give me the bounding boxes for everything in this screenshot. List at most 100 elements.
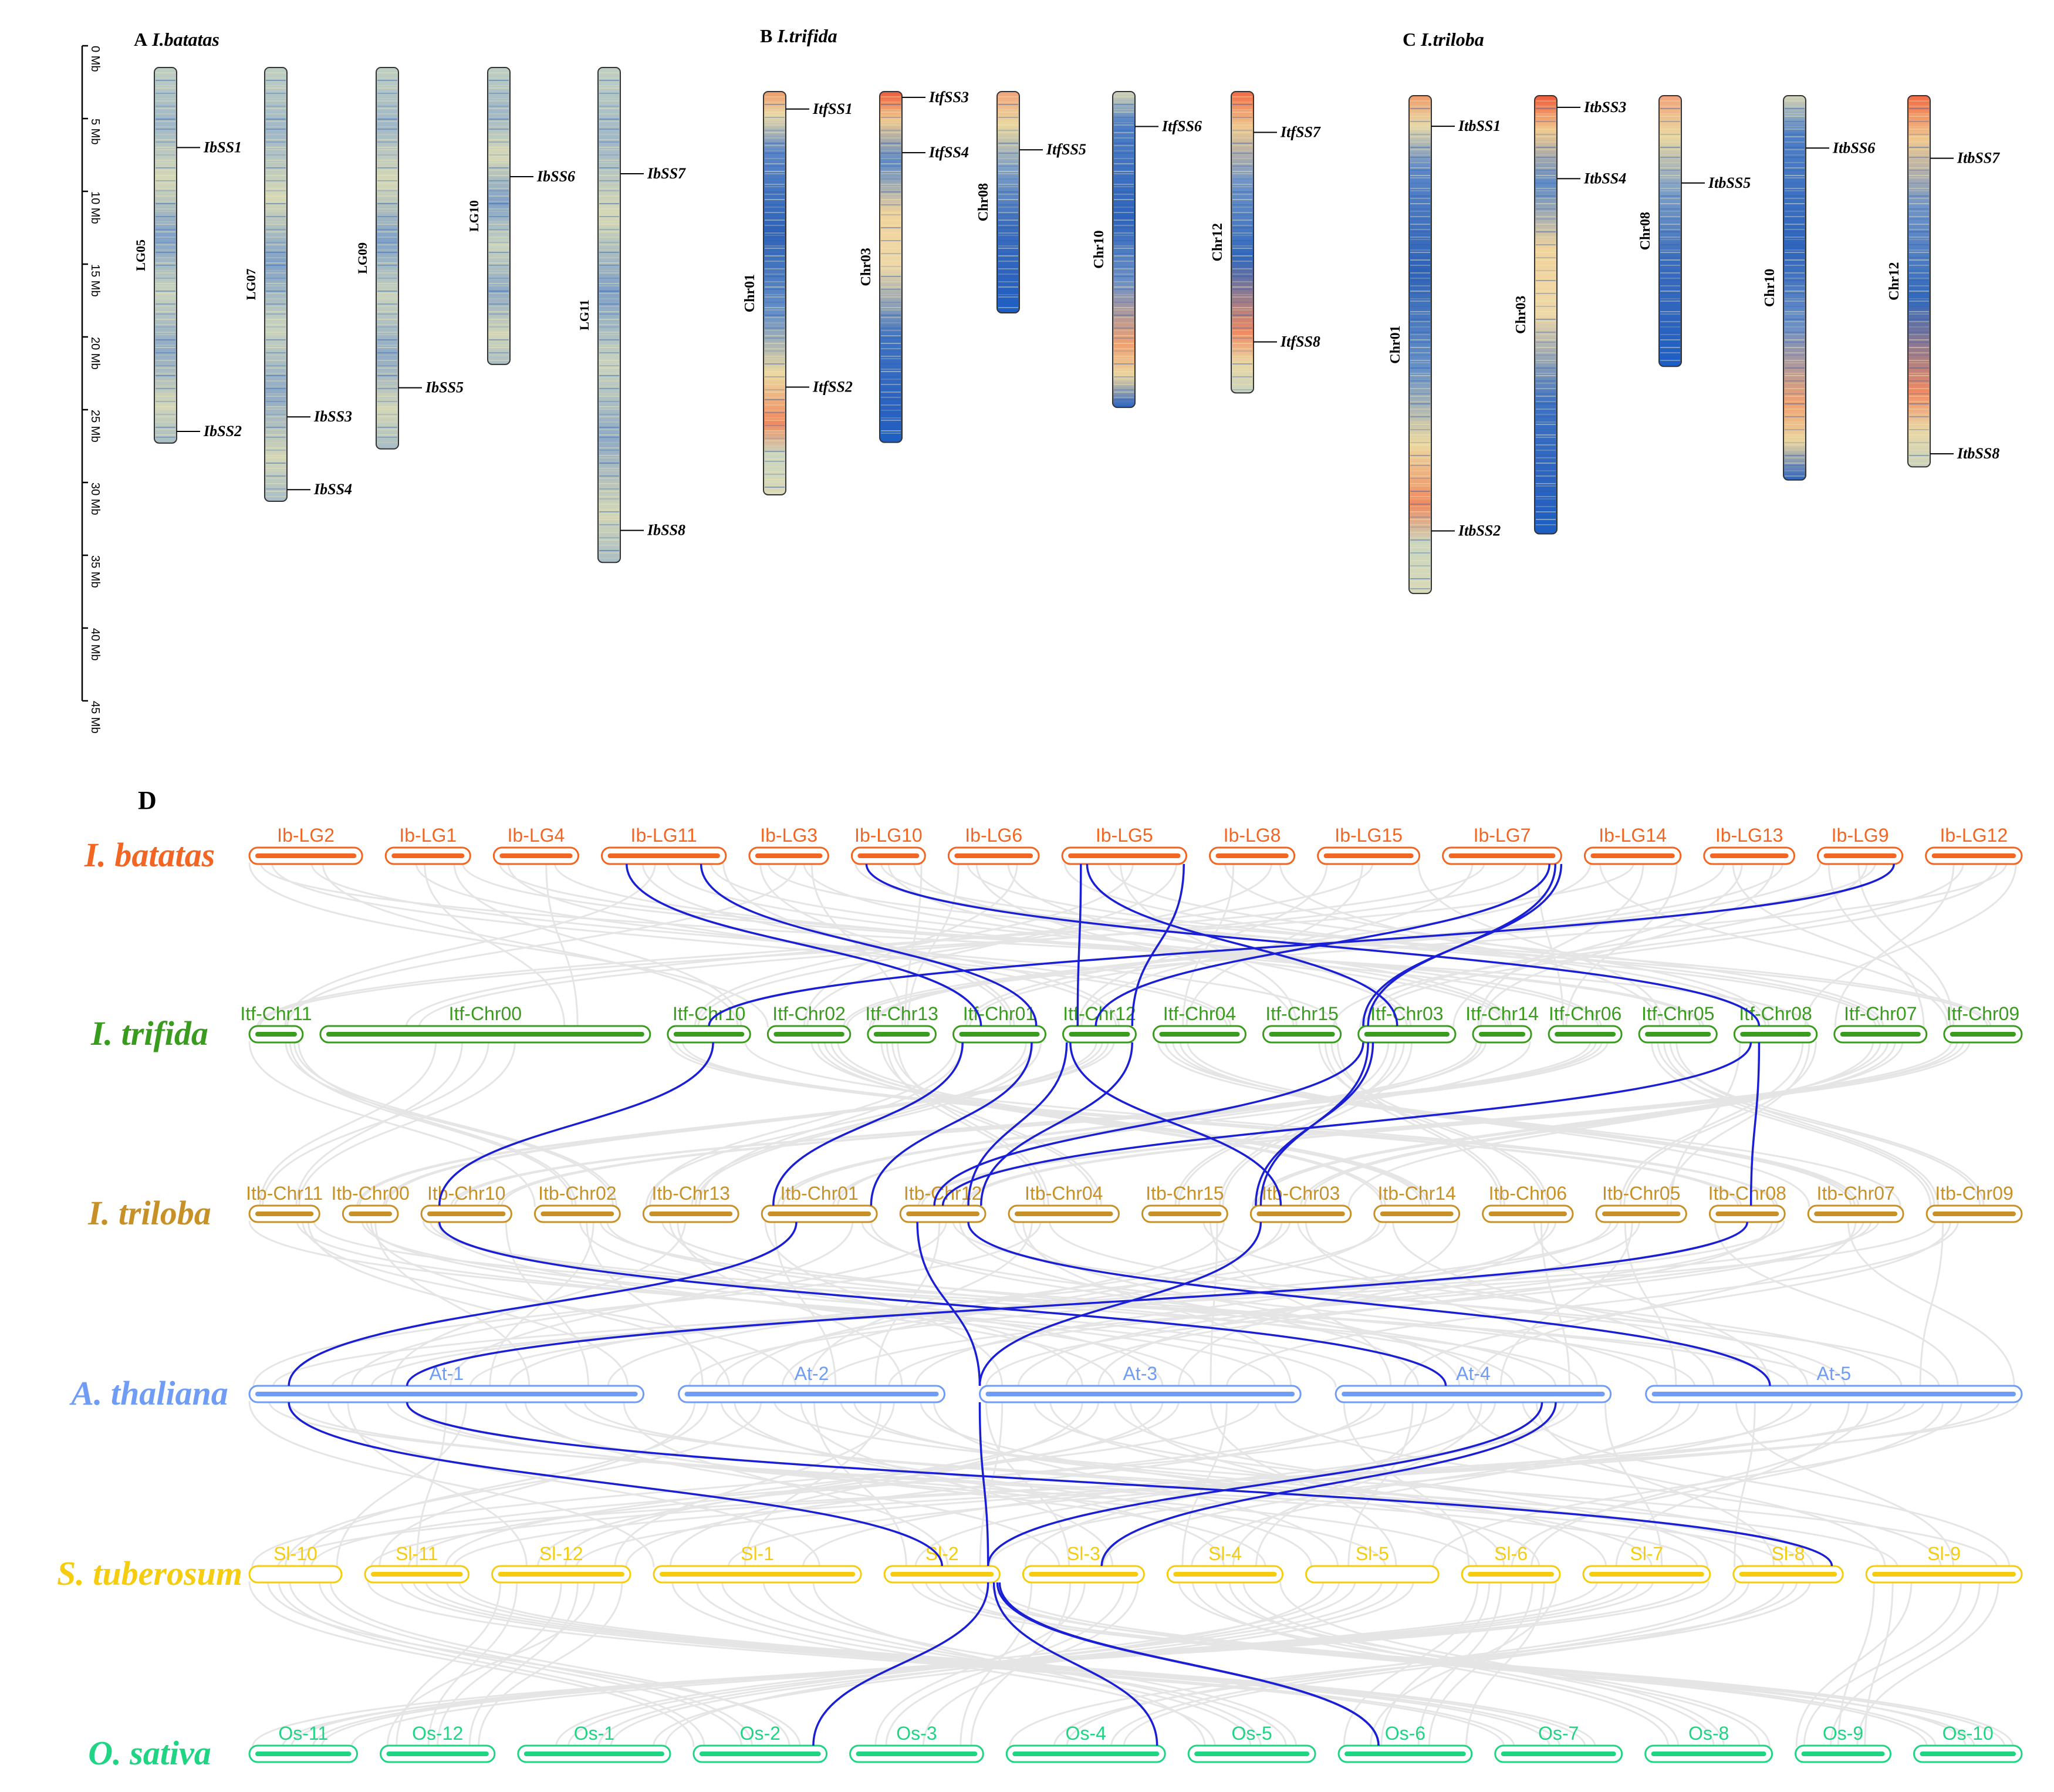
background-link [741, 1220, 1225, 1388]
species-row-0: I. batatas Ib-LG2 Ib-LG1 Ib-LG4 Ib-LG11 Ib-LG… [84, 825, 2023, 874]
synteny-link [406, 1221, 1749, 1386]
background-link [887, 1220, 1779, 1388]
chromosome-B-Chr03: Chr03 ItfSS3 ItfSS4 [859, 89, 969, 443]
chromosome-name: Os-2 [740, 1723, 781, 1744]
background-link [691, 1041, 1028, 1207]
background-link [1157, 1041, 1852, 1207]
background-link [298, 1041, 516, 1207]
background-link [505, 1400, 1266, 1568]
background-link [450, 1041, 1592, 1207]
background-link [1202, 1220, 1903, 1388]
background-link [347, 1400, 528, 1568]
chromosome-label: Chr03 [1514, 296, 1529, 334]
gene-label: IbSS3 [313, 408, 352, 425]
chromosome-name: Sl-3 [1067, 1543, 1100, 1564]
background-link [478, 1581, 623, 1747]
gene-label: ItbSS2 [1458, 522, 1501, 539]
background-link [1735, 1400, 1954, 1568]
chromosome-name: Ib-LG2 [277, 825, 335, 846]
chromosome-A-LG11: LG11 IbSS7 IbSS8 [577, 67, 686, 563]
panel-species: I.triloba [1420, 29, 1484, 50]
background-link [1123, 1581, 1785, 1747]
background-link [1102, 1400, 1700, 1568]
background-link [1256, 1041, 1904, 1207]
background-link [1452, 862, 1743, 1028]
background-link [788, 1581, 1298, 1747]
background-link [1619, 1041, 1804, 1207]
synteny-link [288, 1221, 798, 1386]
chromosome-name: Itf-Chr09 [1947, 1003, 2019, 1024]
chromosome-name: Itb-Chr08 [1708, 1183, 1786, 1204]
gene-label: IbSS2 [203, 423, 242, 440]
synteny-link [1076, 863, 1082, 1027]
chromosome-name: Itf-Chr00 [449, 1003, 522, 1024]
background-link [1181, 1400, 1228, 1568]
chromosome-name: Itb-Chr07 [1816, 1183, 1894, 1204]
synteny-link [996, 1582, 1380, 1746]
synteny-link [941, 1042, 1752, 1206]
background-link [1343, 1581, 1479, 1747]
chromosome-name: Ib-LG10 [854, 825, 923, 846]
chromosome-label: LG10 [467, 200, 481, 232]
background-link [1675, 1041, 1940, 1207]
synteny-link [933, 1042, 1364, 1206]
background-link [259, 1041, 437, 1207]
background-link [1565, 862, 1678, 1028]
background-link [289, 1581, 743, 1747]
background-link [1347, 1041, 1874, 1207]
background-link [1479, 862, 1775, 1028]
chromosome-name: Sl-5 [1356, 1543, 1389, 1564]
background-link [329, 1581, 790, 1747]
background-link [1856, 1581, 1999, 1747]
background-link [688, 1220, 1612, 1388]
background-link [861, 1220, 1658, 1388]
background-link [271, 862, 1228, 1028]
gene-label: ItfSS8 [1280, 333, 1320, 350]
background-link [1252, 1041, 1889, 1207]
background-link [545, 862, 579, 1028]
chromosome-bar [1658, 95, 1682, 367]
background-link [1013, 1220, 1461, 1388]
chromosome-name: Itf-Chr14 [1465, 1003, 1538, 1024]
background-link [1129, 1400, 1505, 1568]
chromosome-name: Itf-Chr04 [1163, 1003, 1236, 1024]
background-link [975, 862, 1295, 1028]
chromosome-C-Chr03: Chr03 ItbSS3 ItbSS4 [1514, 95, 1626, 535]
chromosome-name: Ib-LG3 [760, 825, 817, 846]
panel-title: C I.triloba [1403, 29, 1484, 50]
chromosome-name: Os-4 [1066, 1723, 1106, 1744]
chromosome-name: Itf-Chr13 [865, 1003, 938, 1024]
background-link [453, 862, 742, 1028]
background-link [764, 1220, 1004, 1388]
chromosome-C-Chr01: Chr01 ItbSS1 ItbSS2 [1388, 95, 1501, 595]
background-link [744, 1041, 1775, 1207]
background-link [1178, 1041, 1405, 1207]
gene-label: IbSS5 [425, 379, 464, 396]
background-link [586, 1220, 704, 1388]
background-link [1837, 1581, 1875, 1747]
chromosome-panels: 0 Mb 5 Mb 10 Mb 15 Mb 20 Mb 25 Mb 30 Mb 35 Mb 40… [81, 25, 2000, 734]
background-link [810, 1041, 1424, 1207]
background-link [970, 1581, 1072, 1747]
background-link [1187, 1041, 1860, 1207]
chromosome-bar [1907, 95, 1931, 468]
chromosome-name: Itf-Chr02 [772, 1003, 845, 1024]
scale-tick-label: 0 Mb [89, 46, 102, 72]
chromosome-B-Chr01: Chr01 ItfSS1 ItfSS2 [742, 91, 853, 495]
background-link [336, 1400, 467, 1568]
synteny-link [1100, 1402, 1557, 1567]
background-link [469, 1220, 1619, 1388]
chromosome-bar [1408, 95, 1432, 595]
background-link [1224, 862, 1770, 1028]
background-link [777, 1041, 1478, 1207]
background-link [808, 1220, 1033, 1388]
background-link [406, 1400, 1387, 1568]
species-name: O. sativa [88, 1734, 211, 1772]
panel-species: I.batatas [151, 29, 219, 50]
chromosome-B-Chr08: Chr08 ItfSS5 [976, 91, 1086, 313]
background-link [356, 1041, 1103, 1207]
gene-label: IbSS8 [647, 522, 685, 539]
chromosome-bar [996, 91, 1020, 313]
